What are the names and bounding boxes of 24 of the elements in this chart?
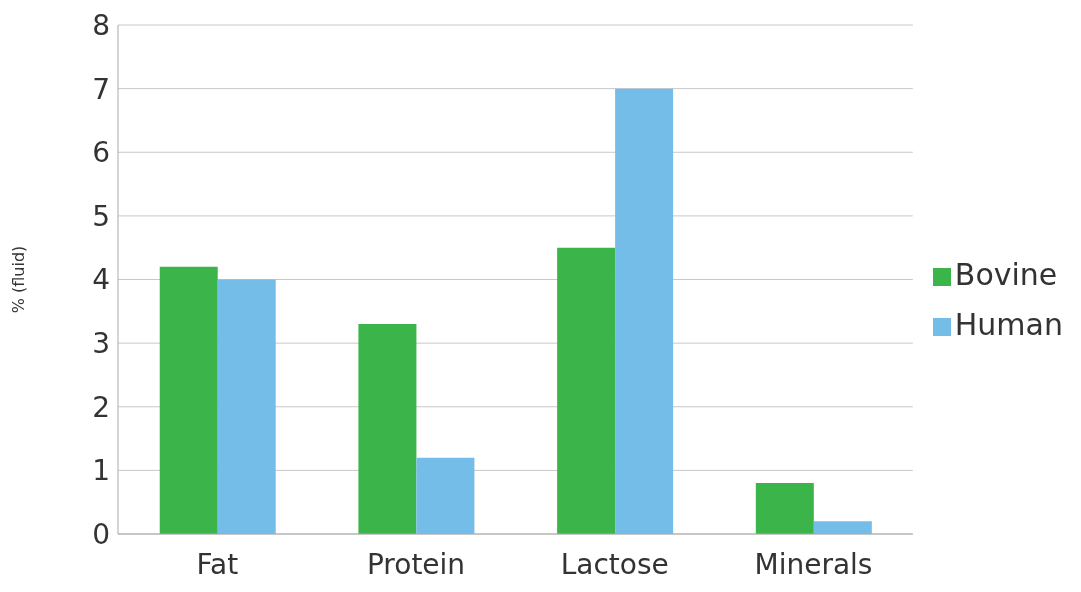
legend-label: Bovine <box>954 257 1058 292</box>
x-tick-label: Protein <box>366 547 466 581</box>
bar <box>755 483 814 534</box>
y-tick-label: 0 <box>92 517 110 551</box>
bar <box>217 279 276 534</box>
y-tick-label: 4 <box>92 263 110 297</box>
bar <box>813 521 872 534</box>
y-axis-title: % (fluid) <box>8 245 28 314</box>
x-tick-label: Minerals <box>754 547 873 581</box>
y-tick-label: 3 <box>92 327 110 361</box>
y-tick-label: 6 <box>92 136 110 170</box>
bar <box>416 457 475 534</box>
y-tick-label: 2 <box>92 390 110 424</box>
bar <box>358 324 417 534</box>
y-tick-label: 5 <box>92 199 110 233</box>
x-tick-label: Lactose <box>560 547 669 581</box>
y-tick-label: 1 <box>92 454 110 488</box>
bar <box>159 266 218 534</box>
y-tick-label: 8 <box>92 8 110 42</box>
bar <box>557 247 616 534</box>
y-tick-label: 7 <box>92 72 110 106</box>
legend-label: Human <box>954 307 1063 342</box>
bar <box>615 88 674 534</box>
x-tick-label: Fat <box>196 547 239 581</box>
